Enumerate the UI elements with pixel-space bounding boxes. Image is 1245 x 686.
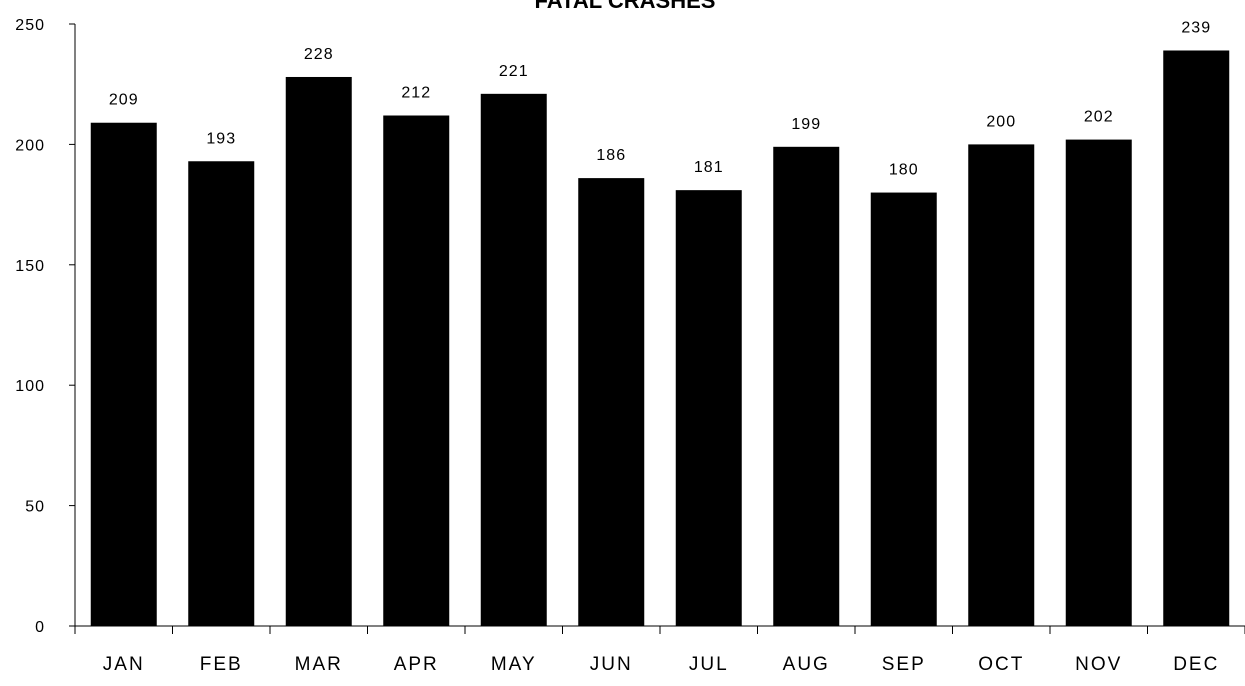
x-tick-label: AUG <box>783 654 830 675</box>
data-label: 186 <box>596 147 626 164</box>
bar <box>1163 50 1230 627</box>
x-tick-label: APR <box>394 654 439 675</box>
x-tick-label: OCT <box>978 654 1024 675</box>
x-tick-label: MAY <box>491 654 537 675</box>
y-tick-label: 150 <box>15 258 45 275</box>
x-tick-label: DEC <box>1173 654 1219 675</box>
bar <box>675 190 742 627</box>
data-label: 193 <box>206 130 236 147</box>
x-tick-label: FEB <box>200 654 243 675</box>
data-label: 200 <box>986 113 1016 130</box>
bar <box>90 122 157 626</box>
data-label: 221 <box>499 63 529 80</box>
x-tick-label: JUL <box>689 654 729 675</box>
y-tick-label: 50 <box>25 499 45 516</box>
bar <box>480 93 547 626</box>
bars <box>90 50 1230 627</box>
data-label: 181 <box>694 159 724 176</box>
x-tick-label: NOV <box>1075 654 1122 675</box>
bar <box>968 144 1035 626</box>
x-tick-label: JUN <box>590 654 633 675</box>
data-label: 202 <box>1084 109 1114 126</box>
labels: 209 JAN 193 FEB 228 MAR 212 APR 221 MAY 186 JUN 181 J… <box>103 19 1219 675</box>
bar <box>188 161 255 627</box>
chart-title: FATAL CRASHES <box>535 0 716 13</box>
y-tick-label: 200 <box>15 137 45 154</box>
bar <box>773 146 840 627</box>
x-tick-label: MAR <box>295 654 343 675</box>
bar <box>1065 139 1132 627</box>
data-label: 239 <box>1181 19 1211 36</box>
data-label: 228 <box>304 46 334 63</box>
bar <box>383 115 450 626</box>
data-label: 180 <box>889 162 919 179</box>
data-label: 212 <box>401 85 431 102</box>
bar <box>285 76 352 626</box>
data-label: 199 <box>791 116 821 133</box>
x-tick-label: SEP <box>882 654 926 675</box>
data-label: 209 <box>109 92 139 109</box>
x-tick-label: JAN <box>103 654 145 675</box>
bar <box>578 178 645 626</box>
y-tick-label: 100 <box>15 378 45 395</box>
axes: 0 50 100 150 200 250 <box>15 17 1245 636</box>
bar <box>870 192 937 626</box>
y-tick-label: 250 <box>15 17 45 34</box>
y-tick-label: 0 <box>35 619 45 636</box>
